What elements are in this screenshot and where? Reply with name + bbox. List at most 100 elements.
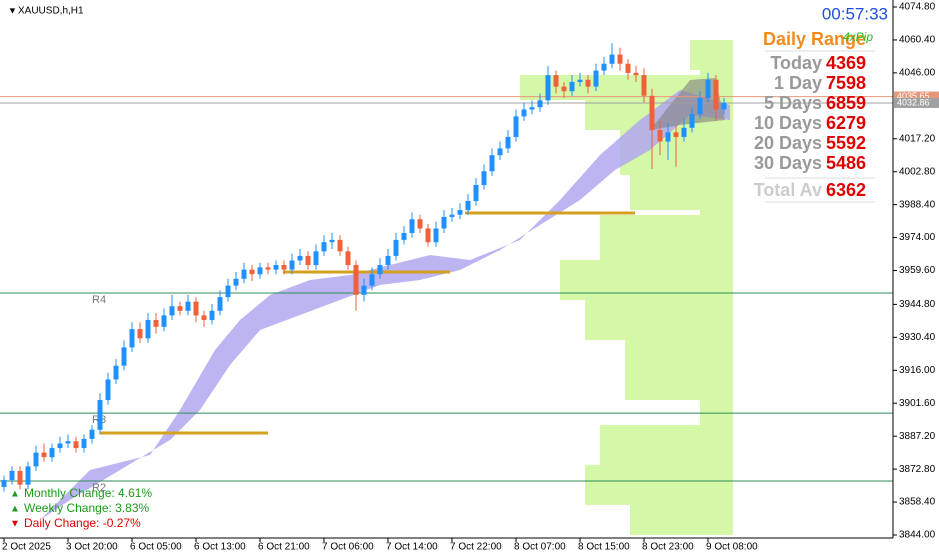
up-arrow: ▲ [10, 504, 20, 515]
x-tick-label: 6 Oct 05:00 [130, 542, 182, 553]
y-tick-label: 3930.40 [899, 332, 936, 343]
candle-body [153, 319, 159, 327]
range-label: 10 Days [754, 113, 822, 133]
x-tick-label: 8 Oct 23:00 [642, 542, 694, 553]
candle-body [145, 319, 151, 339]
x-tick-label: 7 Oct 06:00 [322, 542, 374, 553]
candle-body [209, 310, 215, 320]
candle-body [49, 448, 55, 458]
candle-body [497, 148, 503, 156]
range-value: 4369 [826, 53, 866, 73]
candle-body [369, 274, 375, 286]
candle-body [73, 441, 79, 449]
y-tick-label: 3901.60 [899, 398, 936, 409]
candle-body [297, 255, 303, 261]
price-label-box [894, 97, 939, 108]
range-value: 6362 [826, 180, 866, 200]
x-tick-label: 3 Oct 20:00 [66, 542, 118, 553]
candle-body [65, 441, 71, 444]
range-label: 30 Days [754, 153, 822, 173]
candle-body [353, 265, 359, 295]
candle-body [593, 70, 599, 87]
range-value: 6279 [826, 113, 866, 133]
candle-body [689, 114, 695, 128]
candle-body [681, 127, 687, 137]
candle-body [489, 155, 495, 172]
candle-body [617, 54, 623, 64]
timer: 00:57:33 [822, 4, 888, 23]
candle-body [225, 285, 231, 298]
brand: 4xPip [843, 30, 873, 44]
candle-body [401, 233, 407, 240]
candle-body [361, 285, 367, 295]
candle-body [177, 306, 183, 311]
candle-body [457, 210, 463, 215]
candle-body [113, 365, 119, 380]
y-tick-label: 3887.20 [899, 431, 936, 442]
candle-body [425, 228, 431, 243]
candle-body [393, 239, 399, 256]
candle-body [697, 98, 703, 115]
x-tick-label: 6 Oct 21:00 [258, 542, 310, 553]
candle-body [705, 79, 711, 99]
menu-arrow: ▼ [8, 5, 17, 15]
candle-body [233, 278, 239, 286]
candle-body [513, 116, 519, 137]
range-label: 1 Day [774, 73, 822, 93]
y-tick-label: 3844.00 [899, 530, 936, 541]
candle-body [313, 251, 319, 266]
candle-body [121, 347, 127, 366]
candle-body [673, 132, 679, 137]
price-label: 4035.65 [897, 91, 930, 101]
candle-body [257, 267, 263, 275]
candle-body [409, 219, 415, 234]
range-label: 5 Days [764, 93, 822, 113]
candle-body [561, 86, 567, 92]
candle-body [137, 329, 143, 339]
candle-body [9, 470, 15, 481]
y-tick-label: 4002.80 [899, 166, 936, 177]
up-arrow: ▲ [10, 489, 20, 500]
candle-body [289, 260, 295, 270]
candle-body [321, 242, 327, 252]
change-text: Monthly Change: 4.61% [24, 486, 152, 500]
candle-body [105, 379, 111, 401]
down-arrow: ▼ [10, 519, 20, 530]
x-tick-label: 7 Oct 22:00 [450, 542, 502, 553]
x-tick-label: 8 Oct 07:00 [514, 542, 566, 553]
candle-body [217, 297, 223, 311]
y-tick-label: 3872.80 [899, 464, 936, 475]
candle-body [345, 251, 351, 266]
candle-body [721, 102, 727, 110]
range-label: Total Av [754, 180, 822, 200]
candle-body [57, 443, 63, 449]
candle-body [265, 267, 271, 270]
level-label: R2 [92, 482, 106, 494]
range-label: Today [770, 53, 822, 73]
candle-body [241, 269, 247, 279]
range-title: Daily Range [763, 29, 866, 49]
candle-body [377, 265, 383, 275]
candle-body [585, 79, 591, 87]
candle-body [521, 109, 527, 117]
candle-body [481, 171, 487, 185]
candle-body [169, 306, 175, 316]
candle-body [305, 255, 311, 266]
level-label: R4 [92, 294, 106, 306]
candle-body [385, 255, 391, 266]
y-tick-label: 3944.80 [899, 299, 936, 310]
x-tick-label: 2 Oct 2025 [2, 542, 51, 553]
candle-body [417, 219, 423, 229]
candle-body [337, 239, 343, 252]
candle-body [433, 228, 439, 243]
x-tick-label: 7 Oct 14:00 [386, 542, 438, 553]
candle-body [97, 400, 103, 430]
candle-body [569, 82, 575, 92]
candle-body [649, 95, 655, 131]
y-tick-label: 3974.00 [899, 232, 936, 243]
candle-body [633, 72, 639, 76]
y-tick-label: 3916.00 [899, 365, 936, 376]
candle-body [25, 466, 31, 485]
candle-body [713, 79, 719, 110]
